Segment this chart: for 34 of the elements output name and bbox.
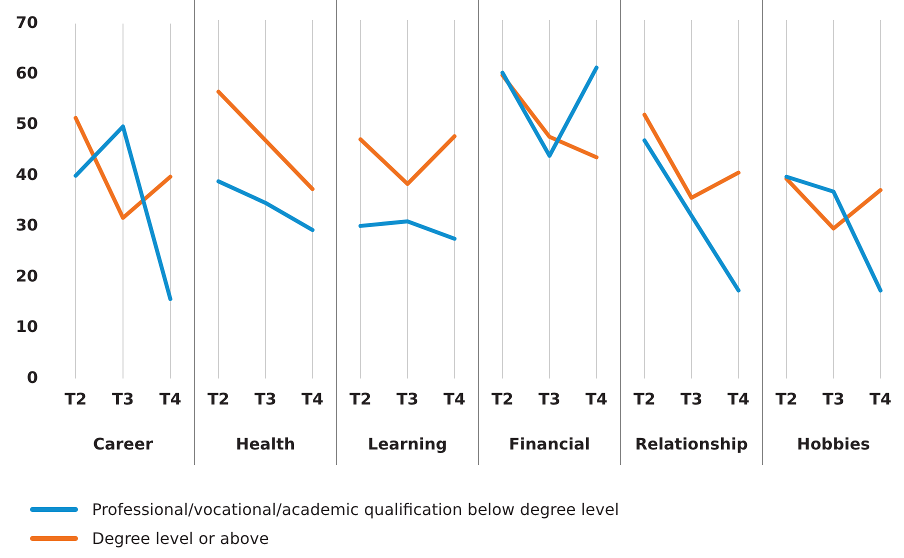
x-tick-label: T3: [396, 389, 419, 408]
x-tick-label: T2: [349, 389, 372, 408]
legend-label: Professional/vocational/academic qualification below degree level: [92, 500, 620, 519]
x-tick-label: T3: [538, 389, 561, 408]
x-tick-label: T4: [869, 389, 892, 408]
x-tick-label: T2: [775, 389, 798, 408]
x-tick-label: T2: [491, 389, 514, 408]
y-tick-label: 10: [16, 317, 38, 336]
x-axis-title: Career: [92, 434, 154, 454]
y-tick-label: 50: [16, 114, 38, 134]
x-tick-label: T4: [585, 389, 608, 408]
x-tick-label: T2: [633, 389, 656, 408]
x-tick-label: T4: [727, 389, 750, 408]
x-tick-label: T4: [301, 389, 324, 408]
y-tick-label: 0: [26, 368, 38, 387]
x-axis-title: Financial: [508, 434, 590, 454]
x-axis-title: Health: [236, 434, 296, 454]
y-tick-label: 40: [16, 164, 38, 184]
x-axis-title: Hobbies: [796, 434, 870, 454]
x-axis-title: Learning: [368, 434, 448, 454]
x-tick-label: T2: [64, 389, 87, 408]
x-axis-title: Relationship: [635, 434, 748, 454]
x-tick-label: T3: [680, 389, 703, 408]
y-tick-label: 60: [16, 63, 38, 82]
x-tick-label: T3: [822, 389, 845, 408]
x-tick-label: T2: [207, 389, 230, 408]
x-tick-label: T3: [254, 389, 277, 408]
x-tick-label: T3: [112, 389, 134, 408]
x-tick-label: T4: [443, 389, 466, 408]
y-tick-label: 30: [16, 216, 38, 235]
y-tick-label: 20: [16, 266, 38, 286]
y-tick-label: 70: [16, 12, 38, 32]
legend-label: Degree level or above: [92, 529, 269, 548]
x-tick-label: T4: [159, 389, 182, 408]
